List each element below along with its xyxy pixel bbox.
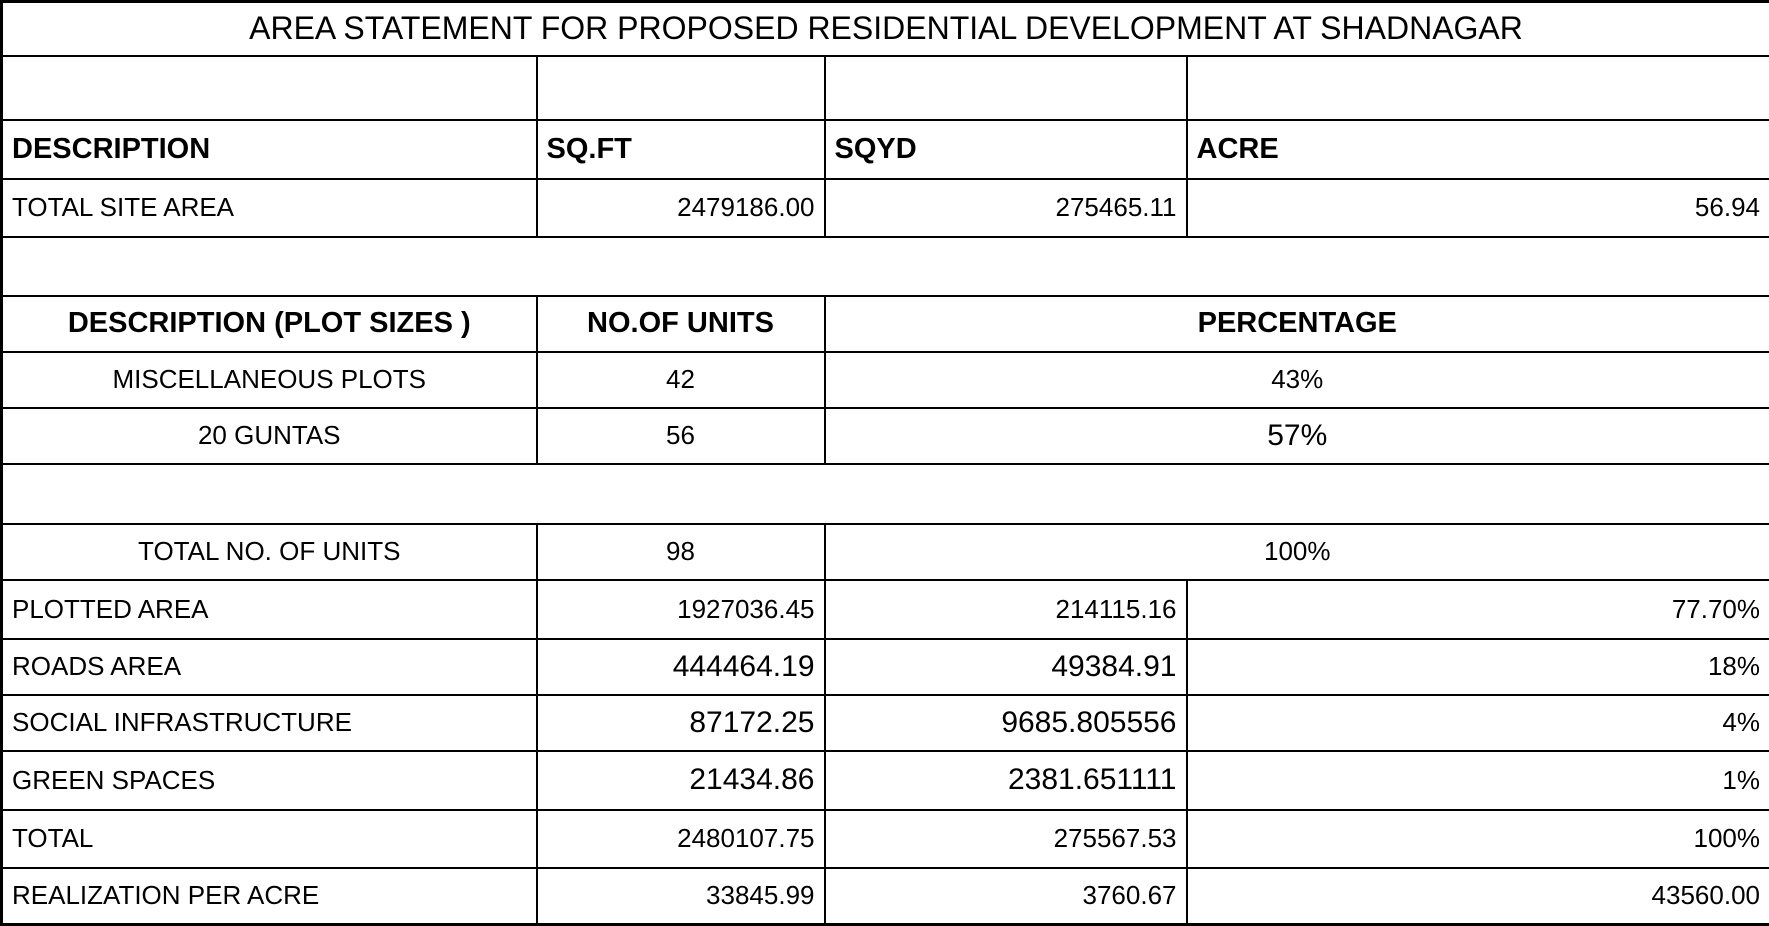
empty-cell (2, 464, 1769, 524)
units-value: 56 (537, 408, 825, 464)
row-label: TOTAL NO. OF UNITS (2, 524, 537, 580)
col-header-sqft: SQ.FT (537, 120, 825, 179)
pct-value: 18% (1187, 639, 1769, 695)
sqyd-value: 214115.16 (825, 580, 1187, 639)
pct-value: 100% (1187, 810, 1769, 868)
plot-header-row: DESCRIPTION (PLOT SIZES ) NO.OF UNITS PE… (2, 296, 1769, 352)
empty-cell (2, 56, 537, 120)
sqyd-value: 275567.53 (825, 810, 1187, 868)
empty-cell (825, 56, 1187, 120)
col-header-units: NO.OF UNITS (537, 296, 825, 352)
sqft-value: 444464.19 (537, 639, 825, 695)
title-row: AREA STATEMENT FOR PROPOSED RESIDENTIAL … (2, 2, 1769, 56)
col-header-description: DESCRIPTION (2, 120, 537, 179)
percentage-value: 57% (825, 408, 1769, 464)
row-label: TOTAL SITE AREA (2, 179, 537, 237)
col-header-percentage: PERCENTAGE (825, 296, 1769, 352)
units-value: 42 (537, 352, 825, 408)
row-label: PLOTTED AREA (2, 580, 537, 639)
row-label: 20 GUNTAS (2, 408, 537, 464)
empty-cell (1187, 56, 1769, 120)
pct-value: 43560.00 (1187, 868, 1769, 925)
units-value: 98 (537, 524, 825, 580)
sqyd-value: 3760.67 (825, 868, 1187, 925)
sqyd-value: 275465.11 (825, 179, 1187, 237)
percentage-value: 43% (825, 352, 1769, 408)
sqft-value: 2479186.00 (537, 179, 825, 237)
sqft-value: 87172.25 (537, 695, 825, 751)
site-header-row: DESCRIPTION SQ.FT SQYD ACRE (2, 120, 1769, 179)
row-label: REALIZATION PER ACRE (2, 868, 537, 925)
percentage-value: 100% (825, 524, 1769, 580)
acre-value: 56.94 (1187, 179, 1769, 237)
summary-row-plotted-area: PLOTTED AREA 1927036.45 214115.16 77.70% (2, 580, 1769, 639)
pct-value: 1% (1187, 751, 1769, 810)
sqyd-value: 2381.651111 (825, 751, 1187, 810)
summary-row-total: TOTAL 2480107.75 275567.53 100% (2, 810, 1769, 868)
row-label: ROADS AREA (2, 639, 537, 695)
col-header-plot-sizes: DESCRIPTION (PLOT SIZES ) (2, 296, 537, 352)
page-title: AREA STATEMENT FOR PROPOSED RESIDENTIAL … (2, 2, 1769, 56)
pct-value: 77.70% (1187, 580, 1769, 639)
pct-value: 4% (1187, 695, 1769, 751)
sqyd-value: 9685.805556 (825, 695, 1187, 751)
empty-cell (537, 56, 825, 120)
total-units-row: TOTAL NO. OF UNITS 98 100% (2, 524, 1769, 580)
spacer-row-middle (2, 237, 1769, 296)
total-site-area-row: TOTAL SITE AREA 2479186.00 275465.11 56.… (2, 179, 1769, 237)
summary-row-roads-area: ROADS AREA 444464.19 49384.91 18% (2, 639, 1769, 695)
col-header-sqyd: SQYD (825, 120, 1187, 179)
row-label: SOCIAL INFRASTRUCTURE (2, 695, 537, 751)
spacer-row-bottom (2, 464, 1769, 524)
sqft-value: 33845.99 (537, 868, 825, 925)
summary-row-green-spaces: GREEN SPACES 21434.86 2381.651111 1% (2, 751, 1769, 810)
sqft-value: 1927036.45 (537, 580, 825, 639)
plot-row-miscellaneous: MISCELLANEOUS PLOTS 42 43% (2, 352, 1769, 408)
sqft-value: 2480107.75 (537, 810, 825, 868)
row-label: TOTAL (2, 810, 537, 868)
sqft-value: 21434.86 (537, 751, 825, 810)
summary-row-realization-per-acre: REALIZATION PER ACRE 33845.99 3760.67 43… (2, 868, 1769, 925)
summary-row-social-infrastructure: SOCIAL INFRASTRUCTURE 87172.25 9685.8055… (2, 695, 1769, 751)
spacer-row-top (2, 56, 1769, 120)
row-label: GREEN SPACES (2, 751, 537, 810)
col-header-acre: ACRE (1187, 120, 1769, 179)
row-label: MISCELLANEOUS PLOTS (2, 352, 537, 408)
plot-row-guntas: 20 GUNTAS 56 57% (2, 408, 1769, 464)
sqyd-value: 49384.91 (825, 639, 1187, 695)
empty-cell (2, 237, 1769, 296)
